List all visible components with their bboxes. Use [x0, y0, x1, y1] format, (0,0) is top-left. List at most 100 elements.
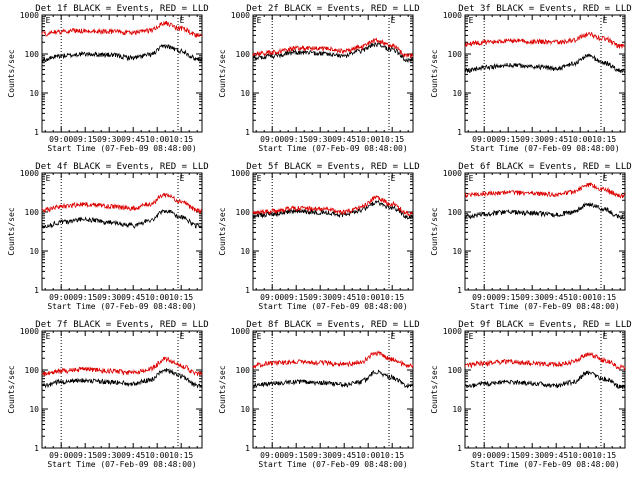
x-tick-label: 10:15: [592, 451, 616, 460]
plot-frame: [41, 14, 203, 133]
x-axis-label: Start Time (07-Feb-09 08:48:00): [47, 302, 196, 311]
y-tick-label: 1: [457, 444, 462, 453]
x-tick-label: 09:45: [544, 293, 568, 302]
y-tick-label: 1000: [231, 327, 250, 336]
x-tick-label: 10:00: [568, 135, 592, 144]
x-tick-label: 09:15: [73, 135, 97, 144]
y-tick-label: 1000: [20, 11, 39, 20]
x-tick-label: 09:15: [284, 451, 308, 460]
x-tick-label: 10:15: [592, 135, 616, 144]
y-tick-label: 1: [457, 286, 462, 295]
x-tick-label: 09:45: [544, 135, 568, 144]
x-tick-label: 09:45: [332, 451, 356, 460]
series-line-lld: [464, 182, 626, 199]
x-tick-label: 09:45: [121, 293, 145, 302]
marker-e-label: E: [603, 174, 608, 183]
panel-title: Det 5f BLACK = Events, RED = LLD: [246, 162, 419, 172]
y-tick-label: 10: [29, 89, 39, 98]
x-tick-label: 10:00: [356, 451, 380, 460]
panel-title: Det 3f BLACK = Events, RED = LLD: [458, 4, 631, 14]
marker-e-label: E: [391, 332, 396, 341]
x-tick-label: 10:15: [380, 451, 404, 460]
panel-title: Det 7f BLACK = Events, RED = LLD: [35, 320, 208, 330]
x-axis-label: Start Time (07-Feb-09 08:48:00): [470, 460, 619, 469]
marker-e-label: E: [469, 174, 474, 183]
y-tick-label: 100: [236, 50, 251, 59]
x-tick-label: 10:00: [145, 135, 169, 144]
series-line-events: [41, 43, 203, 63]
marker-e-label: E: [46, 332, 51, 341]
y-tick-label: 10: [240, 247, 250, 256]
plot-frame: [464, 330, 626, 449]
series-line-lld: [252, 350, 414, 370]
marker-e-label: E: [180, 16, 185, 25]
panel-det-1f: Det 1f BLACK = Events, RED = LLD 1 10 100 10…: [7, 4, 209, 153]
y-tick-label: 10: [452, 247, 462, 256]
x-tick-label: 09:45: [544, 451, 568, 460]
y-tick-label: 100: [236, 208, 251, 217]
x-axis-label: Start Time (07-Feb-09 08:48:00): [258, 144, 407, 153]
x-axis-label: Start Time (07-Feb-09 08:48:00): [470, 302, 619, 311]
y-tick-label: 10: [452, 89, 462, 98]
y-tick-label: 100: [448, 208, 463, 217]
series-line-lld: [252, 37, 414, 60]
marker-e-label: E: [180, 174, 185, 183]
y-tick-label: 1000: [443, 169, 462, 178]
y-axis-label: Counts/sec: [430, 49, 439, 97]
x-tick-label: 09:30: [520, 293, 544, 302]
x-tick-label: 09:00: [49, 293, 73, 302]
panel-det-8f: Det 8f BLACK = Events, RED = LLD 1 10 100 10…: [218, 320, 420, 469]
y-axis-label: Counts/sec: [7, 49, 16, 97]
series-line-events: [41, 209, 203, 230]
x-tick-label: 09:45: [332, 293, 356, 302]
series-line-lld: [252, 194, 414, 217]
series-line-events: [41, 368, 203, 389]
x-tick-label: 09:15: [496, 135, 520, 144]
x-tick-label: 09:00: [472, 135, 496, 144]
y-axis-label: Counts/sec: [430, 365, 439, 413]
y-tick-label: 1: [245, 286, 250, 295]
y-tick-label: 1000: [20, 327, 39, 336]
y-tick-label: 100: [25, 50, 40, 59]
x-tick-label: 10:15: [380, 135, 404, 144]
x-tick-label: 09:30: [520, 451, 544, 460]
y-axis-label: Counts/sec: [7, 365, 16, 413]
x-tick-label: 09:00: [472, 293, 496, 302]
x-tick-label: 09:30: [308, 293, 332, 302]
x-tick-label: 10:15: [592, 293, 616, 302]
plot-frame: [252, 330, 414, 449]
marker-e-label: E: [469, 16, 474, 25]
x-tick-label: 10:00: [145, 451, 169, 460]
y-tick-label: 1000: [443, 327, 462, 336]
y-tick-label: 100: [448, 366, 463, 375]
marker-e-label: E: [257, 16, 262, 25]
marker-e-label: E: [46, 174, 51, 183]
y-axis-label: Counts/sec: [218, 365, 227, 413]
y-tick-label: 100: [25, 208, 40, 217]
x-tick-label: 09:15: [73, 451, 97, 460]
marker-e-label: E: [603, 16, 608, 25]
x-tick-label: 09:00: [260, 451, 284, 460]
plot-frame: [252, 172, 414, 291]
panel-title: Det 4f BLACK = Events, RED = LLD: [35, 162, 208, 172]
x-tick-label: 09:00: [49, 135, 73, 144]
x-tick-label: 09:45: [121, 451, 145, 460]
y-tick-label: 1: [245, 444, 250, 453]
x-tick-label: 10:00: [356, 135, 380, 144]
x-axis-label: Start Time (07-Feb-09 08:48:00): [47, 144, 196, 153]
x-tick-label: 09:30: [520, 135, 544, 144]
x-tick-label: 09:15: [496, 451, 520, 460]
series-line-lld: [464, 31, 626, 49]
panel-title: Det 9f BLACK = Events, RED = LLD: [458, 320, 631, 330]
panel-title: Det 6f BLACK = Events, RED = LLD: [458, 162, 631, 172]
marker-e-label: E: [391, 16, 396, 25]
y-axis-label: Counts/sec: [430, 207, 439, 255]
y-tick-label: 1000: [443, 11, 462, 20]
plot-frame: [41, 330, 203, 449]
marker-e-label: E: [603, 332, 608, 341]
series-line-lld: [41, 356, 203, 377]
panel-det-2f: Det 2f BLACK = Events, RED = LLD 1 10 100 10…: [218, 4, 420, 153]
panel-title: Det 1f BLACK = Events, RED = LLD: [35, 4, 208, 14]
x-tick-label: 09:15: [284, 293, 308, 302]
